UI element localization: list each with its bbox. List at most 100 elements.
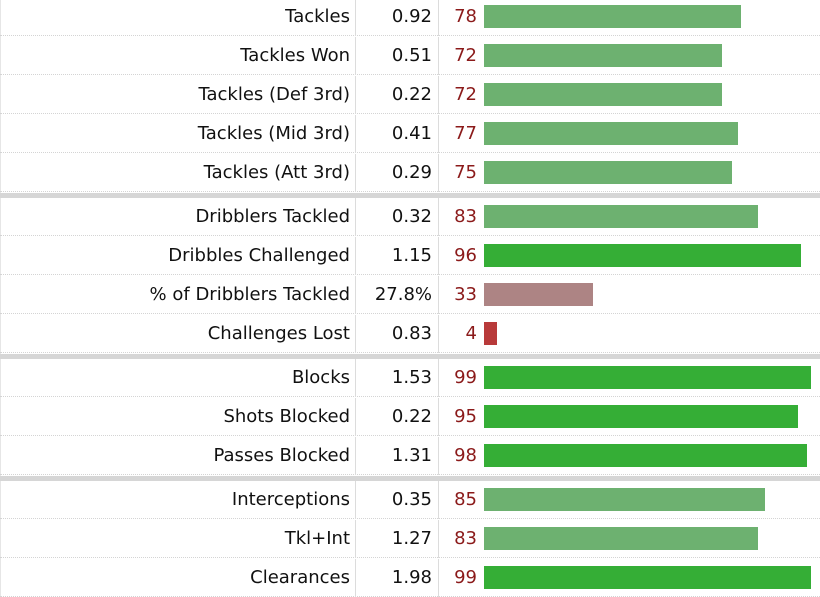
column-divider bbox=[438, 276, 439, 314]
percentile-bar bbox=[484, 205, 758, 228]
percentile-value: 77 bbox=[454, 123, 477, 144]
stat-label: Blocks bbox=[291, 367, 350, 388]
percentile-value: 72 bbox=[454, 84, 477, 105]
stat-label: Tackles (Def 3rd) bbox=[198, 84, 350, 105]
stat-label: Tackles bbox=[285, 6, 350, 27]
percentile-bar bbox=[484, 44, 722, 67]
per90-value: 1.31 bbox=[391, 445, 432, 466]
stat-label: Shots Blocked bbox=[223, 406, 350, 427]
per90-value: 0.41 bbox=[391, 123, 432, 144]
percentile-bar bbox=[484, 527, 758, 550]
column-divider bbox=[438, 76, 439, 114]
percentile-bar bbox=[484, 566, 811, 589]
stat-label: Tackles (Att 3rd) bbox=[203, 162, 350, 183]
stat-label: Tackles (Mid 3rd) bbox=[197, 123, 350, 144]
per90-value: 0.83 bbox=[391, 323, 432, 344]
per90-value: 0.32 bbox=[391, 206, 432, 227]
percentile-bar bbox=[484, 161, 732, 184]
table-row: Passes Blocked 1.31 98 bbox=[0, 437, 820, 475]
percentile-bar bbox=[484, 283, 593, 306]
stat-label: Dribblers Tackled bbox=[195, 206, 350, 227]
percentile-value: 85 bbox=[454, 489, 477, 510]
column-divider bbox=[438, 0, 439, 36]
column-divider bbox=[355, 115, 356, 153]
table-left-border bbox=[0, 0, 1, 596]
stat-label: Passes Blocked bbox=[213, 445, 350, 466]
column-divider bbox=[355, 37, 356, 75]
percentile-value: 98 bbox=[454, 445, 477, 466]
stat-label: % of Dribblers Tackled bbox=[149, 284, 350, 305]
percentile-bar bbox=[484, 83, 722, 106]
group-separator bbox=[0, 476, 820, 481]
table-row: Tackles (Def 3rd) 0.22 72 bbox=[0, 76, 820, 114]
per90-value: 0.22 bbox=[391, 84, 432, 105]
percentile-value: 99 bbox=[454, 367, 477, 388]
percentile-value: 96 bbox=[454, 245, 477, 266]
percentile-value: 95 bbox=[454, 406, 477, 427]
column-divider bbox=[355, 276, 356, 314]
column-divider bbox=[355, 0, 356, 36]
table-row: Clearances 1.98 99 bbox=[0, 559, 820, 597]
percentile-value: 99 bbox=[454, 567, 477, 588]
table-row: Dribbles Challenged 1.15 96 bbox=[0, 237, 820, 275]
percentile-bar bbox=[484, 244, 801, 267]
percentile-value: 78 bbox=[454, 6, 477, 27]
percentile-value: 83 bbox=[454, 528, 477, 549]
percentile-value: 4 bbox=[465, 323, 477, 344]
per90-value: 1.53 bbox=[391, 367, 432, 388]
stat-label: Clearances bbox=[250, 567, 350, 588]
column-divider bbox=[438, 520, 439, 558]
column-divider bbox=[355, 437, 356, 475]
per90-value: 0.35 bbox=[391, 489, 432, 510]
per90-value: 0.29 bbox=[391, 162, 432, 183]
percentile-value: 83 bbox=[454, 206, 477, 227]
per90-value: 0.22 bbox=[391, 406, 432, 427]
per90-value: 0.92 bbox=[391, 6, 432, 27]
column-divider bbox=[355, 559, 356, 597]
column-divider bbox=[438, 398, 439, 436]
stat-label: Interceptions bbox=[231, 489, 350, 510]
percentile-bar bbox=[484, 322, 497, 345]
table-row: Dribblers Tackled 0.32 83 bbox=[0, 198, 820, 236]
column-divider bbox=[438, 559, 439, 597]
column-divider bbox=[438, 437, 439, 475]
column-divider bbox=[438, 198, 439, 236]
percentile-value: 75 bbox=[454, 162, 477, 183]
stat-label: Dribbles Challenged bbox=[168, 245, 350, 266]
column-divider bbox=[438, 115, 439, 153]
table-row: Tkl+Int 1.27 83 bbox=[0, 520, 820, 558]
group-separator bbox=[0, 354, 820, 359]
column-divider bbox=[355, 154, 356, 192]
column-divider bbox=[355, 398, 356, 436]
column-divider bbox=[355, 237, 356, 275]
table-row: Blocks 1.53 99 bbox=[0, 359, 820, 397]
table-row: Tackles (Att 3rd) 0.29 75 bbox=[0, 154, 820, 192]
per90-value: 1.27 bbox=[391, 528, 432, 549]
percentile-bar bbox=[484, 405, 798, 428]
table-row: Tackles (Mid 3rd) 0.41 77 bbox=[0, 115, 820, 153]
per90-value: 1.15 bbox=[391, 245, 432, 266]
column-divider bbox=[355, 315, 356, 353]
table-row: Tackles 0.92 78 bbox=[0, 0, 820, 36]
per90-value: 1.98 bbox=[391, 567, 432, 588]
column-divider bbox=[438, 315, 439, 353]
column-divider bbox=[355, 76, 356, 114]
table-row: Shots Blocked 0.22 95 bbox=[0, 398, 820, 436]
column-divider bbox=[355, 198, 356, 236]
table-row: Tackles Won 0.51 72 bbox=[0, 37, 820, 75]
per90-value: 0.51 bbox=[391, 45, 432, 66]
percentile-value: 72 bbox=[454, 45, 477, 66]
column-divider bbox=[438, 154, 439, 192]
percentile-bar bbox=[484, 5, 741, 28]
table-row: Challenges Lost 0.83 4 bbox=[0, 315, 820, 353]
stat-label: Tkl+Int bbox=[284, 528, 350, 549]
group-separator bbox=[0, 193, 820, 198]
column-divider bbox=[438, 359, 439, 397]
percentile-value: 33 bbox=[454, 284, 477, 305]
percentile-bar bbox=[484, 488, 765, 511]
stat-label: Challenges Lost bbox=[207, 323, 350, 344]
percentile-bar bbox=[484, 366, 811, 389]
stat-label: Tackles Won bbox=[240, 45, 350, 66]
table-row: Interceptions 0.35 85 bbox=[0, 481, 820, 519]
column-divider bbox=[355, 481, 356, 519]
